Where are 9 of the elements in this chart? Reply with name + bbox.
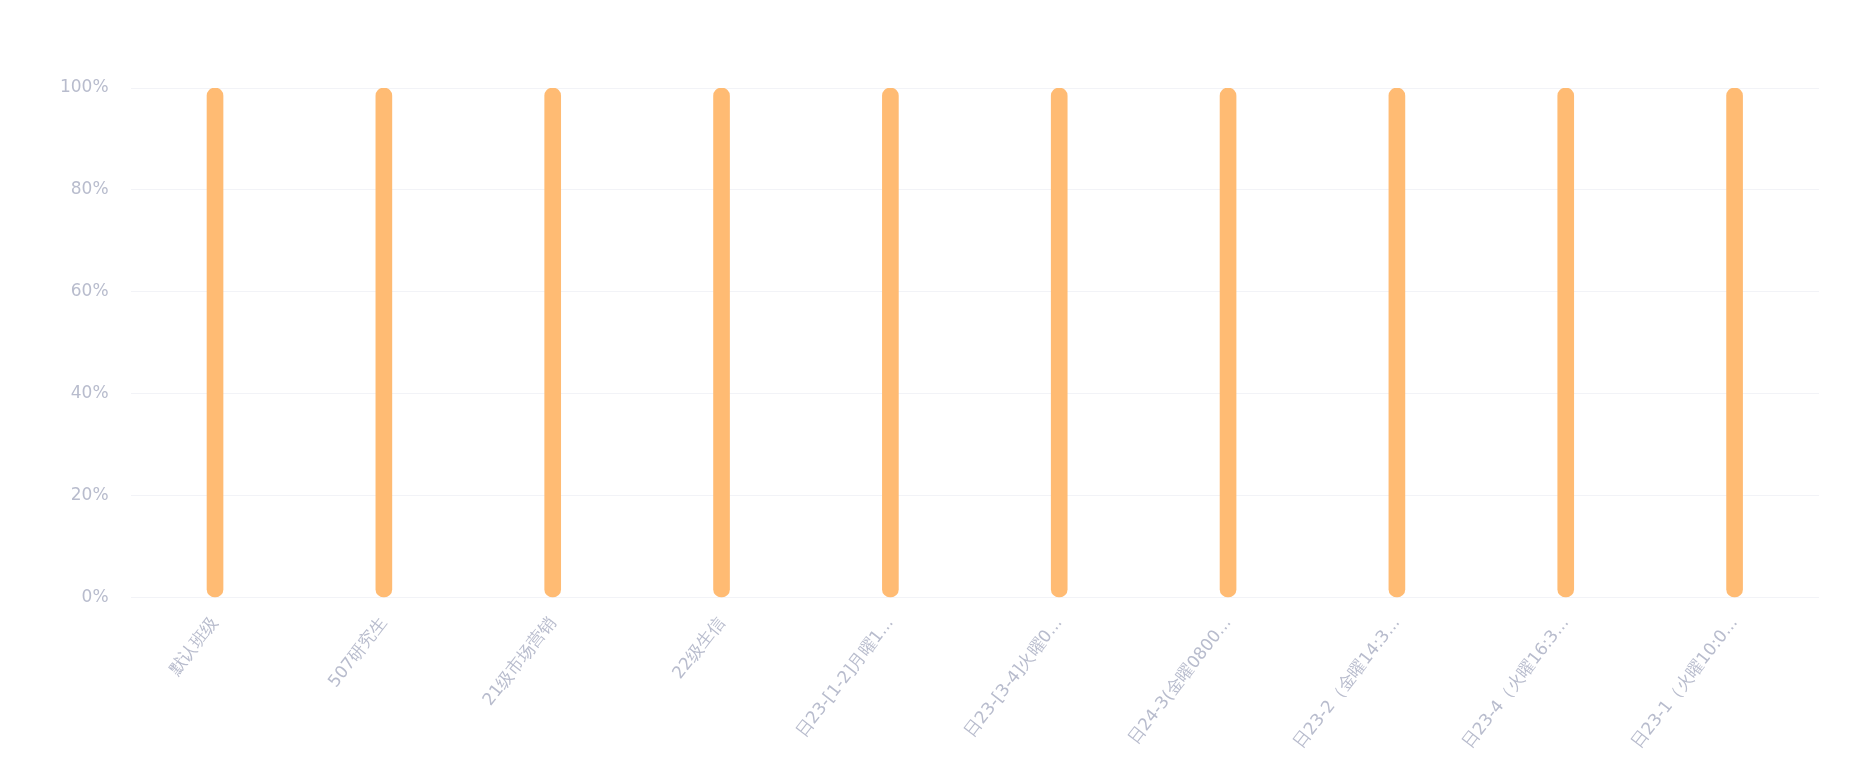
y-tick-label: 100% [59, 76, 109, 97]
x-tick-label: 21级市场营销 [477, 612, 560, 710]
y-tick-label: 20% [70, 484, 109, 505]
y-tick-label: 60% [70, 280, 109, 301]
y-tick-label: 80% [70, 178, 109, 199]
y-tick-label: 40% [70, 382, 109, 403]
y-tick-label: 0% [81, 586, 109, 607]
x-tick-label: 默认班级 [163, 612, 222, 680]
x-tick-label: 22级生信 [667, 612, 729, 683]
